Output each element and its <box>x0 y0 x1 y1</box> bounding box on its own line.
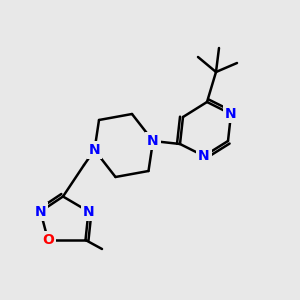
Text: N: N <box>225 107 237 121</box>
Text: O: O <box>42 233 54 247</box>
Text: N: N <box>198 149 210 163</box>
Text: N: N <box>89 143 100 157</box>
Text: N: N <box>35 205 46 218</box>
Text: N: N <box>83 205 94 218</box>
Text: N: N <box>147 134 159 148</box>
